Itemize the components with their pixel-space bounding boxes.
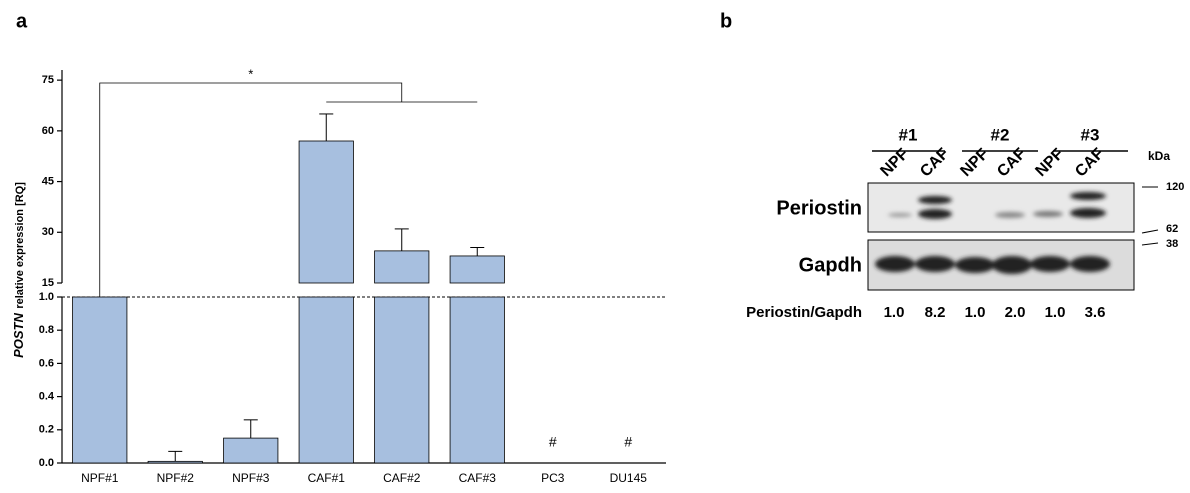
page: {"chart_data": {"type": "bar", "panel": … (0, 0, 1190, 493)
significance-bracket (100, 83, 402, 297)
row-label: Periostin (776, 197, 862, 219)
ratio-value: 2.0 (1005, 304, 1026, 321)
y-axis-label: POSTN relative expression [RQ] (11, 182, 28, 358)
bar (450, 256, 504, 283)
y-tick-label: 0.8 (39, 324, 54, 336)
y-tick-label: 45 (42, 175, 54, 187)
y-tick-label: 0.0 (39, 457, 54, 469)
bar (375, 297, 429, 463)
unit-label: kDa (1148, 149, 1170, 163)
x-tick-label: PC3 (541, 471, 565, 485)
panel-label: a (16, 10, 28, 32)
panel-label: b (720, 10, 732, 32)
y-tick-label: 0.4 (39, 391, 55, 403)
ratio-value: 1.0 (1045, 304, 1066, 321)
y-tick-label: 0.6 (39, 357, 54, 369)
y-tick-label: 0.2 (39, 424, 54, 436)
marker-label: 62 (1166, 223, 1178, 235)
blot-frame (868, 183, 1134, 232)
ratio-value: 8.2 (925, 304, 946, 321)
x-tick-label: DU145 (610, 471, 648, 485)
bar (224, 438, 278, 463)
bar (73, 297, 127, 463)
y-label-text: relative expression [RQ] (14, 182, 26, 309)
group-label: #3 (1081, 125, 1100, 144)
ratio-value: 1.0 (965, 304, 986, 321)
x-tick-label: CAF#3 (459, 471, 497, 485)
x-tick-label: CAF#1 (308, 471, 346, 485)
x-tick-label: NPF#1 (81, 471, 119, 485)
ratio-value: 3.6 (1085, 304, 1106, 321)
marker-label: 38 (1166, 238, 1178, 250)
not-detected-label: # (549, 434, 557, 450)
y-tick-label: 60 (42, 125, 54, 137)
x-tick-label: NPF#2 (157, 471, 195, 485)
figure: a b POSTN relative expression [RQ] 0.0 0.… (0, 0, 1190, 488)
row-label: Gapdh (799, 254, 862, 276)
bar (450, 297, 504, 463)
y-tick-label: 15 (42, 277, 54, 289)
y-tick-label: 1.0 (39, 291, 54, 303)
ratio-value: 1.0 (884, 304, 905, 321)
not-detected-label: # (624, 434, 632, 450)
marker-label: 120 (1166, 181, 1184, 193)
bar (299, 297, 353, 463)
bar (148, 461, 202, 463)
bar (299, 141, 353, 283)
significance-label: * (248, 66, 253, 81)
y-tick-label: 75 (42, 74, 54, 86)
group-label: #1 (899, 125, 918, 144)
x-tick-label: CAF#2 (383, 471, 421, 485)
bar (375, 251, 429, 283)
group-label: #2 (991, 125, 1010, 144)
gene-name: POSTN (11, 313, 26, 358)
x-tick-label: NPF#3 (232, 471, 270, 485)
y-tick-label: 30 (42, 226, 54, 238)
ratio-label: Periostin/Gapdh (746, 304, 862, 321)
